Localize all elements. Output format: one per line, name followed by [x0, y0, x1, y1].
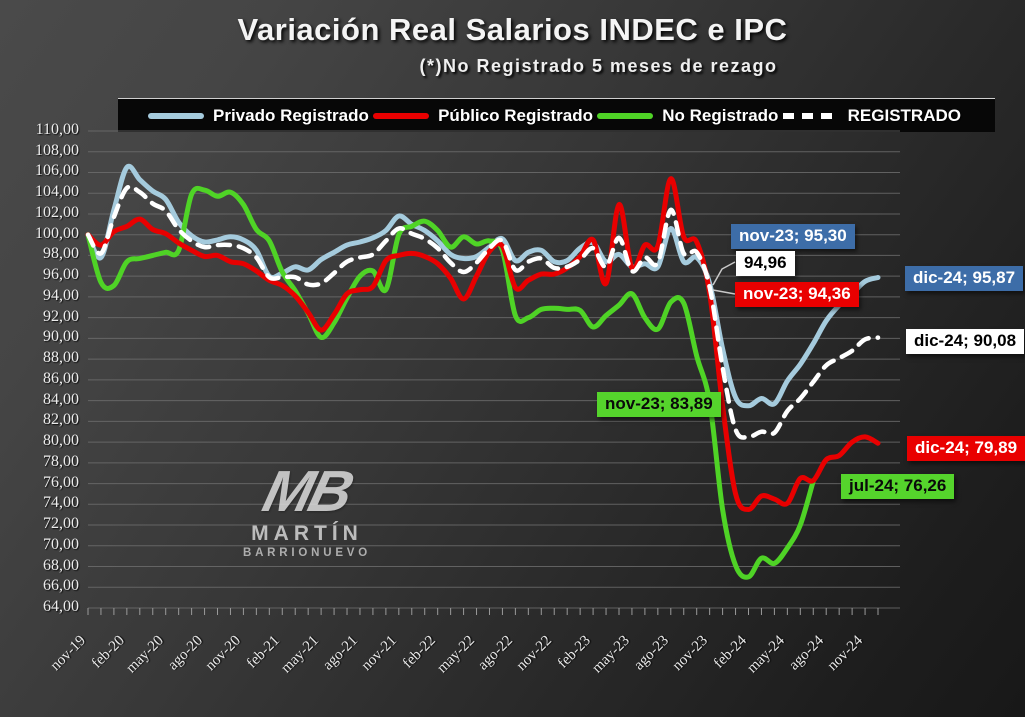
annotation-jul24-no-registrado: jul-24; 76,26: [841, 474, 955, 499]
y-axis-label: 64,00: [43, 598, 79, 615]
y-axis-label: 104,00: [35, 183, 79, 201]
legend-label: Público Registrado: [438, 105, 594, 125]
legend-item-privado-registrado: Privado Registrado: [148, 106, 369, 126]
legend-label: REGISTRADO: [847, 105, 961, 125]
y-axis-label: 76,00: [43, 473, 79, 491]
series-line-registrado: [85, 184, 881, 440]
chart-legend: Privado Registrado Público Registrado No…: [118, 98, 995, 132]
privado-registrado-line-swatch-icon: [148, 112, 204, 119]
y-axis-label: 110,00: [35, 121, 79, 138]
annotation-dic24-registrado: dic-24; 90,08: [906, 329, 1025, 354]
annotation-nov23-no-registrado: nov-23; 83,89: [597, 392, 721, 417]
y-axis-label: 82,00: [43, 411, 79, 429]
series-line-no-registrado: [85, 185, 816, 580]
watermark: MB MARTÍN BARRIONUEVO: [218, 459, 396, 559]
y-axis-label: 88,00: [43, 349, 79, 367]
annotation-dic24-privado: dic-24; 95,87: [905, 266, 1024, 291]
mb-logo-icon: MB: [256, 459, 358, 524]
y-axis-label: 90,00: [43, 328, 79, 346]
y-axis-label: 74,00: [43, 494, 79, 512]
y-axis-label: 102,00: [35, 203, 79, 221]
y-axis-label: 86,00: [43, 369, 79, 387]
leader-line: [712, 289, 736, 295]
legend-label: No Registrado: [662, 105, 779, 125]
page-title: Variación Real Salarios INDEC e IPC: [237, 12, 788, 47]
legend-label: Privado Registrado: [213, 105, 369, 125]
y-axis-label: 84,00: [43, 390, 79, 408]
y-axis-label: 92,00: [43, 307, 79, 325]
annotation-nov23-registrado: 94,96: [736, 251, 795, 276]
watermark-name: MARTÍN: [251, 522, 363, 545]
leader-line: [712, 261, 736, 286]
no-registrado-line-swatch-icon: [597, 112, 654, 119]
y-axis-label: 78,00: [43, 452, 79, 470]
series-line-p-blico-registrado: [85, 176, 881, 512]
watermark-surname: BARRIONUEVO: [242, 547, 372, 559]
annotation-dic24-publico: dic-24; 79,89: [907, 436, 1025, 461]
y-axis-label: 66,00: [43, 577, 79, 595]
y-axis-label: 100,00: [35, 224, 79, 242]
legend-item-publico-registrado: Público Registrado: [373, 106, 593, 126]
y-axis-label: 70,00: [43, 535, 79, 553]
annotation-nov23-publico: nov-23; 94,36: [735, 282, 859, 307]
y-axis-label: 96,00: [43, 266, 79, 284]
registrado-dashed-swatch-icon: [782, 112, 839, 119]
y-axis-label: 80,00: [43, 432, 79, 450]
y-axis-label: 98,00: [43, 245, 79, 263]
y-axis-label: 106,00: [35, 162, 79, 180]
y-axis-label: 94,00: [43, 286, 79, 304]
page-subtitle: (*)No Registrado 5 meses de rezago: [419, 56, 778, 76]
y-axis-label: 108,00: [35, 141, 79, 159]
legend-item-no-registrado: No Registrado: [597, 106, 778, 126]
annotation-nov23-privado: nov-23; 95,30: [731, 224, 855, 249]
y-axis-label: 72,00: [43, 515, 79, 533]
y-axis-label: 68,00: [43, 556, 79, 574]
publico-registrado-line-swatch-icon: [373, 112, 430, 119]
legend-item-registrado: REGISTRADO: [782, 105, 961, 126]
